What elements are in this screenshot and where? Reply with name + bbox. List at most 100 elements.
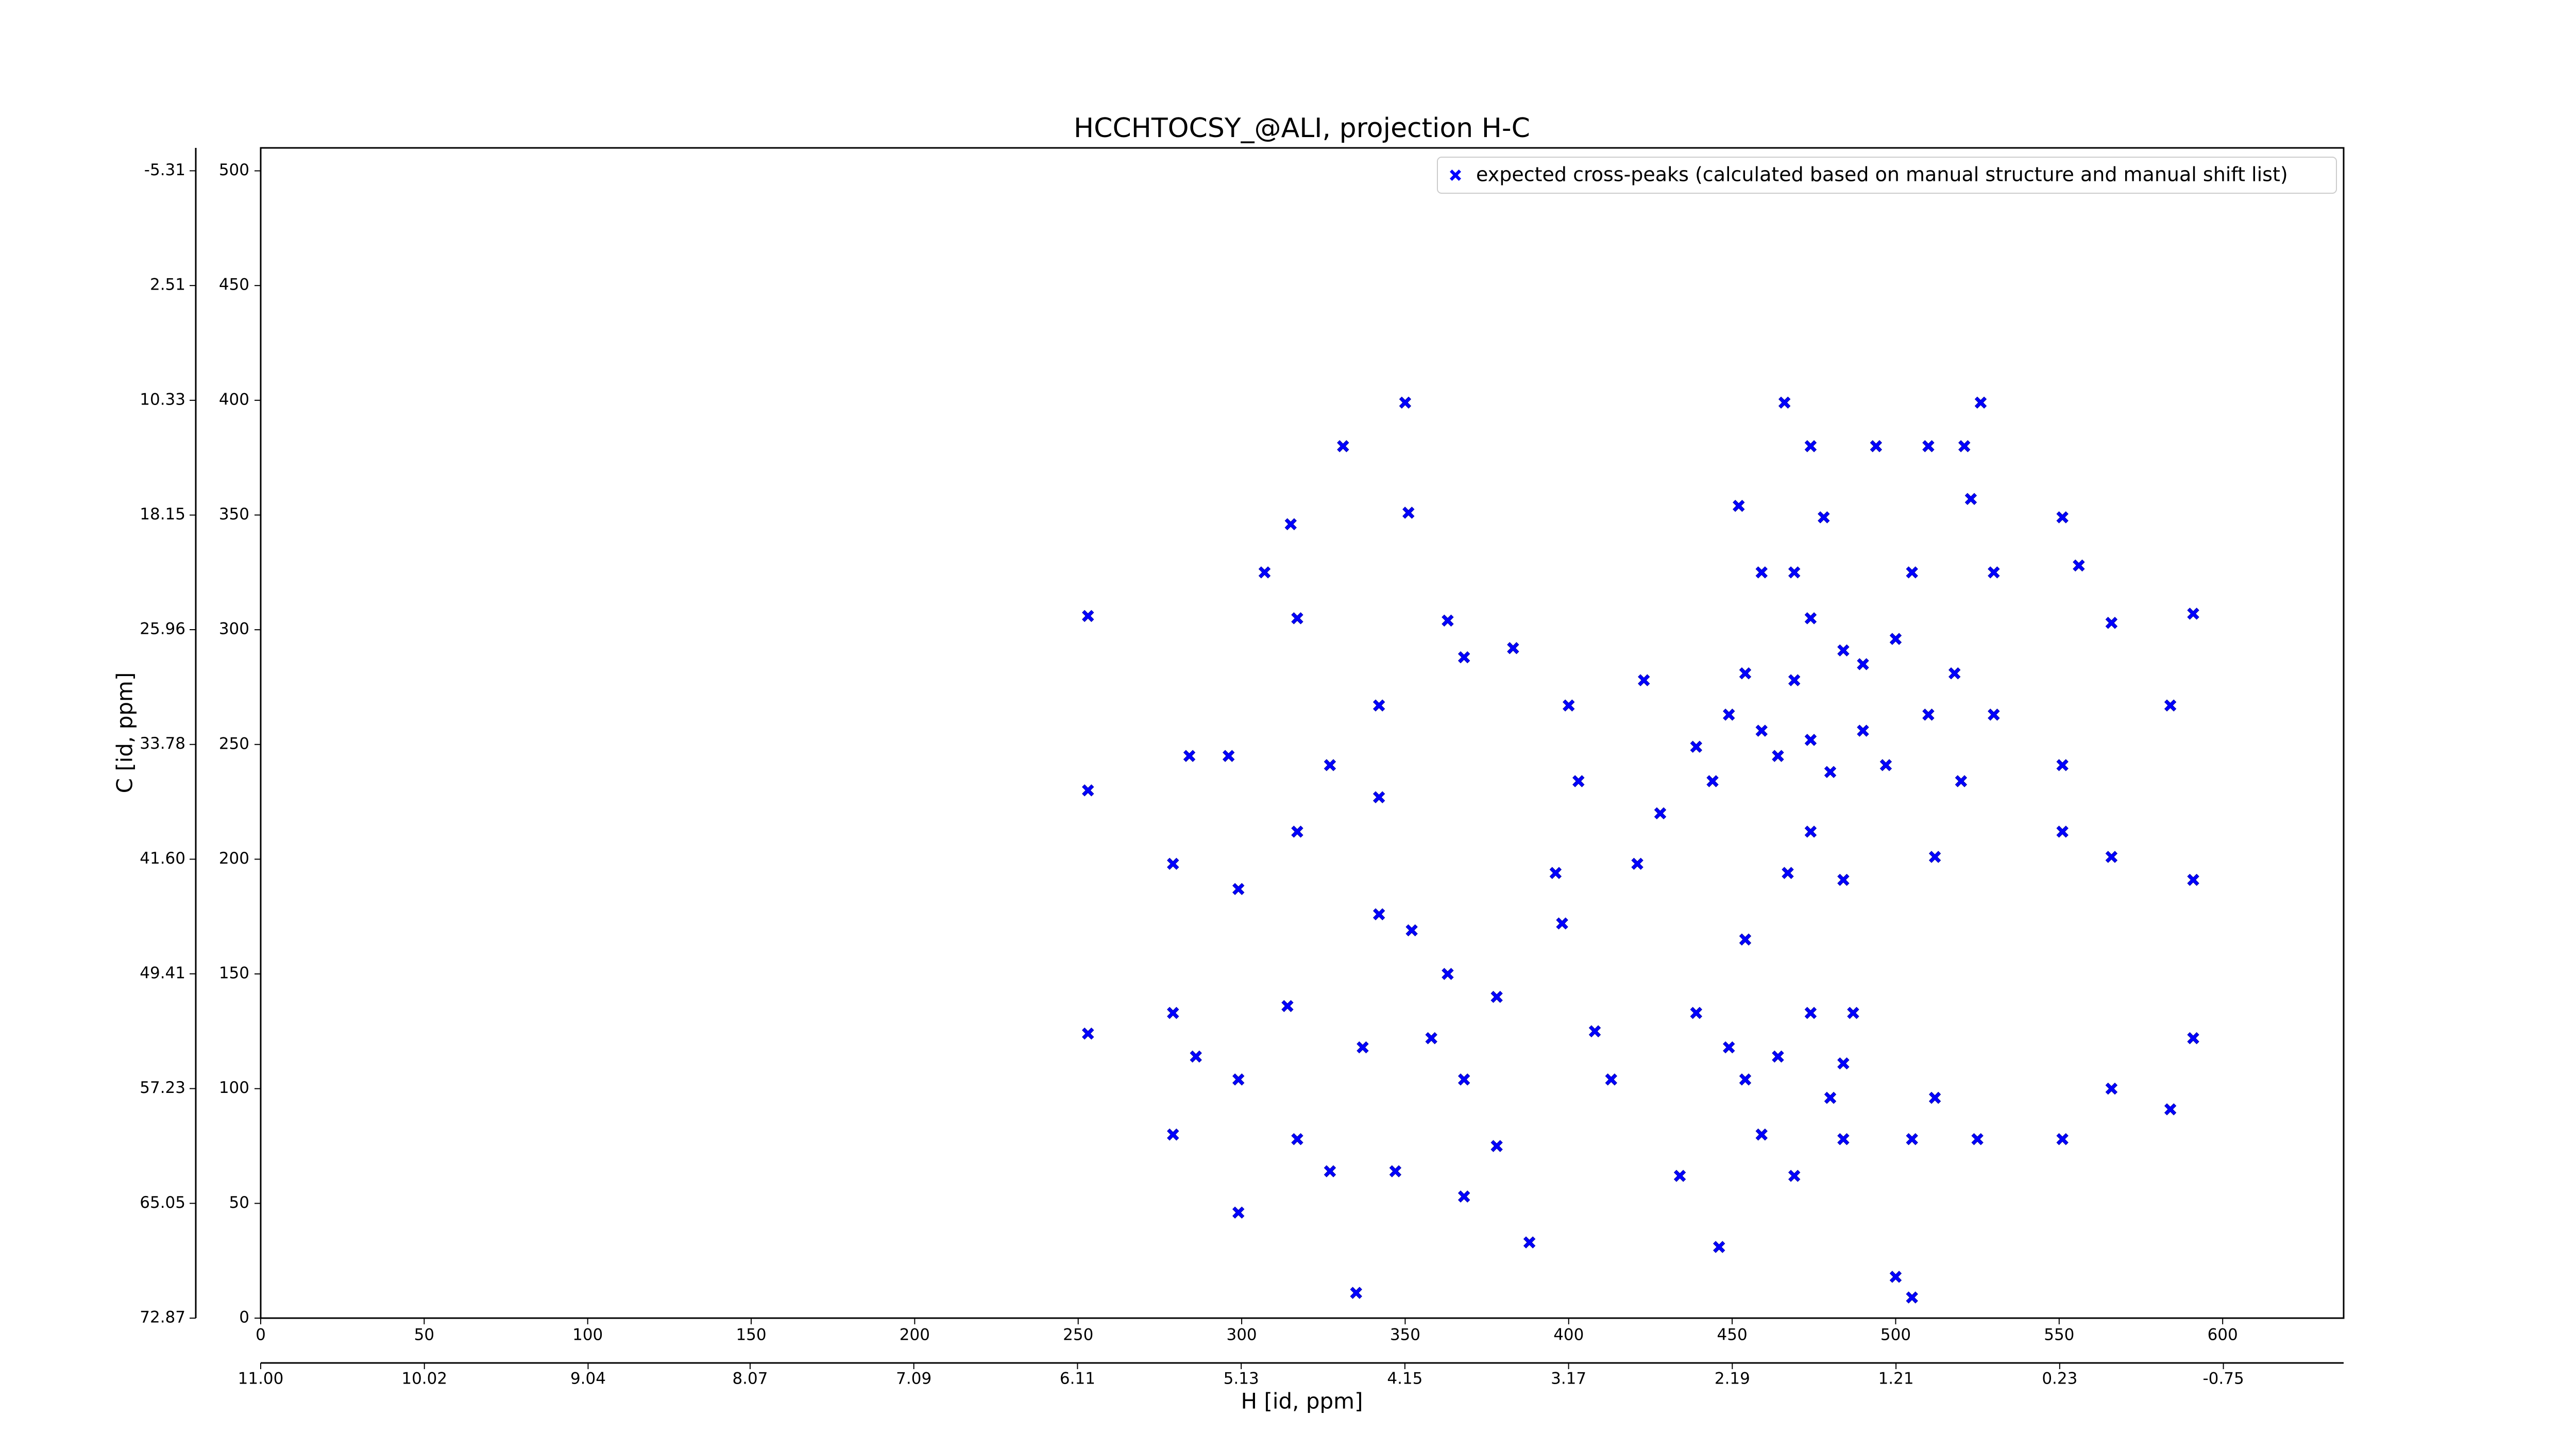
cross-peak (2056, 1133, 2069, 1145)
cross-peak (1638, 674, 1650, 686)
cross-peak (1824, 766, 1837, 778)
cross-peak (1788, 566, 1801, 579)
cross-peak (1804, 825, 1817, 838)
cross-peak (1782, 867, 1794, 879)
y-tick-label: 150 (219, 964, 249, 983)
y-tick-label: 0 (239, 1308, 249, 1327)
x2-tick-label: 3.17 (1551, 1370, 1586, 1388)
cross-peak (1490, 1140, 1503, 1152)
x-tick-label: 200 (900, 1326, 930, 1344)
cross-peak (1167, 1128, 1179, 1141)
legend-box (1437, 157, 2337, 194)
cross-peak (2187, 608, 2199, 620)
cross-peak (1167, 857, 1179, 870)
x2-tick-label: 4.15 (1387, 1370, 1422, 1388)
x-tick-label: 100 (572, 1326, 603, 1344)
x-tick-label: 400 (1553, 1326, 1584, 1344)
cross-peak (1837, 1133, 1850, 1145)
y2-tick-label: 10.33 (140, 390, 185, 409)
cross-peak (1837, 644, 1850, 656)
x-tick-label: 150 (736, 1326, 766, 1344)
cross-peak (1755, 724, 1768, 737)
cross-peak (1337, 440, 1349, 452)
cross-peak (1232, 1073, 1245, 1086)
x-tick-label: 50 (414, 1326, 434, 1344)
cross-peak (1372, 699, 1385, 712)
y2-tick-label: 41.60 (140, 849, 185, 868)
cross-peak (1755, 566, 1768, 579)
x-tick-label: 450 (1717, 1326, 1748, 1344)
cross-peak (1232, 1206, 1245, 1219)
cross-peak (1563, 699, 1575, 712)
cross-peak (1755, 1128, 1768, 1141)
y-tick-label: 450 (219, 276, 249, 294)
x2-tick-label: 10.02 (401, 1370, 447, 1388)
cross-peak (1324, 759, 1336, 771)
cross-peak (1788, 674, 1801, 686)
cross-peak (1458, 1073, 1470, 1086)
cross-peak (1324, 1165, 1336, 1177)
plot-frame (260, 147, 2345, 1319)
cross-peak (1372, 908, 1385, 920)
cross-peak (1739, 1073, 1752, 1086)
cross-peak (1605, 1073, 1617, 1086)
x-tick-label: 250 (1063, 1326, 1093, 1344)
cross-peak (2056, 511, 2069, 524)
cross-peak (1788, 1170, 1801, 1182)
cross-peak (1804, 1007, 1817, 1019)
x-tick-label: 0 (256, 1326, 266, 1344)
cross-peak (1673, 1170, 1686, 1182)
cross-peak (1824, 1091, 1837, 1104)
cross-peak (1804, 612, 1817, 625)
y-tick-label: 200 (219, 849, 249, 868)
y2-tick-label: 49.41 (140, 964, 185, 982)
y2-tick-label: 65.05 (140, 1193, 185, 1212)
cross-peak (2164, 1103, 2177, 1116)
x2-tick-label: 11.00 (238, 1370, 284, 1388)
cross-peak (1357, 1041, 1369, 1054)
cross-peak (1442, 614, 1454, 627)
cross-peak (1291, 1133, 1303, 1145)
legend-marker (1450, 170, 1461, 181)
cross-peak (1928, 851, 1941, 863)
y2-tick-label: 18.15 (140, 505, 185, 524)
cross-peak (1889, 1271, 1902, 1283)
cross-peak (1082, 610, 1094, 622)
x-tick-label: 300 (1226, 1326, 1257, 1344)
cross-peak (1837, 873, 1850, 886)
chart-title: HCCHTOCSY_@ALI, projection H-C (1074, 113, 1530, 144)
y-tick-label: 250 (219, 734, 249, 753)
cross-peak (1879, 759, 1892, 771)
cross-peak (2073, 559, 2085, 572)
cross-peak (1291, 612, 1303, 625)
cross-peak (1857, 724, 1869, 737)
cross-peak (1723, 709, 1735, 721)
x2-tick-label: 5.13 (1224, 1370, 1259, 1388)
cross-peak (1690, 740, 1703, 753)
y-tick-label: 300 (219, 620, 249, 638)
cross-peak (1922, 709, 1935, 721)
cross-peak (1458, 1190, 1470, 1203)
cross-peak (1837, 1057, 1850, 1070)
y2-tick-label: -5.31 (144, 161, 185, 179)
cross-peak (2056, 825, 2069, 838)
cross-peak (1372, 791, 1385, 803)
cross-peak (1739, 933, 1752, 946)
cross-peak (1190, 1050, 1202, 1063)
x2-tick-label: 2.19 (1715, 1370, 1750, 1388)
cross-peak (1723, 1041, 1735, 1054)
cross-peak (1082, 1027, 1094, 1040)
cross-peak (1778, 396, 1791, 409)
cross-peak (1556, 917, 1568, 930)
x-tick-label: 500 (1880, 1326, 1911, 1344)
y2-tick-label: 33.78 (140, 734, 185, 753)
cross-peak (1857, 658, 1869, 670)
cross-peak (1588, 1025, 1601, 1038)
cross-peak (1405, 924, 1418, 937)
cross-peak (1183, 750, 1196, 762)
cross-peak (1523, 1236, 1536, 1249)
cross-peak (1804, 734, 1817, 746)
cross-peak (1490, 990, 1503, 1003)
